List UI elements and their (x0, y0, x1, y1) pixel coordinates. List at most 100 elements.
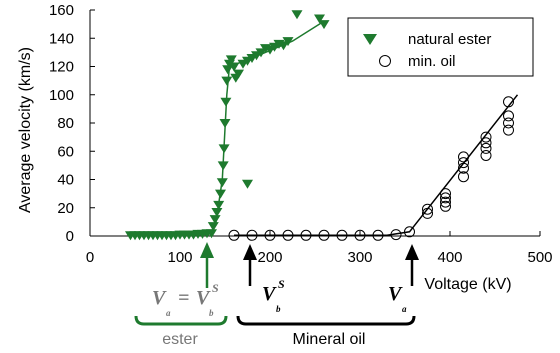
oil-data-point (503, 117, 514, 129)
oil-data-point (480, 142, 492, 154)
ester-vsb-symbol: V (196, 287, 211, 309)
oil-data-point (480, 131, 492, 143)
oil-data-point (480, 150, 492, 161)
ester-data-point (242, 179, 253, 189)
oil-vsb-arrow (243, 244, 257, 286)
ester-data-point (216, 178, 228, 188)
oil-vsb-superscript: S (278, 277, 285, 291)
annotations: V a = V S b V S b V a ester Mineral oil (134, 242, 419, 348)
oil-va-subscript: a (402, 304, 407, 314)
x-tick-label: 500 (527, 249, 552, 266)
x-tick-label: 300 (347, 249, 372, 266)
ester-data-point (314, 14, 325, 24)
oil-data-point (422, 207, 433, 219)
ester-data-point (291, 10, 303, 20)
oil-data-point (458, 171, 469, 183)
oil-data-point (440, 200, 451, 212)
oil-data-point (503, 96, 514, 108)
legend-ester-marker (363, 34, 377, 45)
oil-data-point (422, 203, 433, 215)
ester-va-symbol: V (152, 287, 167, 309)
y-tick-label: 20 (57, 200, 74, 217)
ester-vsb-subscript: b (209, 308, 214, 318)
tick-labels: 0 20 40 60 80 100 120 140 160 0 100 200 300 400 500 (49, 2, 553, 266)
y-tick-label: 60 (57, 143, 74, 160)
oil-data-point (318, 229, 330, 241)
ester-data-point (222, 65, 234, 75)
ester-data-point (209, 215, 221, 225)
x-axis-label: Voltage (kV) (424, 276, 511, 293)
oil-data-point (480, 137, 492, 149)
y-tick-label: 0 (66, 228, 74, 245)
oil-va-label: V a (388, 283, 407, 314)
ester-data-point (206, 229, 217, 239)
oil-data-point (458, 157, 469, 169)
oil-data-point (440, 196, 451, 208)
oil-data-point (336, 229, 348, 241)
ester-vsb-superscript: S (212, 281, 219, 295)
oil-data-point (300, 229, 312, 241)
ester-data-point (213, 200, 225, 210)
oil-data-point (354, 229, 366, 241)
legend-oil-marker (379, 55, 391, 67)
ester-data-point (218, 144, 230, 154)
data-points (125, 10, 514, 241)
ester-data-point (228, 62, 240, 72)
oil-data-point (246, 229, 258, 241)
ester-bracket (134, 315, 228, 326)
oil-va-arrow (405, 244, 419, 286)
y-axis-label: Average velocity (km/s) (17, 47, 34, 213)
y-tick-label: 120 (49, 59, 74, 76)
legend-box (347, 17, 534, 77)
oil-data-point (458, 151, 469, 163)
oil-data-point (458, 162, 469, 174)
ester-data-point (215, 189, 226, 199)
oil-vsb-label: V S b (262, 277, 285, 314)
ester-data-point (221, 76, 233, 86)
oil-data-point (282, 229, 294, 241)
x-tick-label: 400 (437, 249, 462, 266)
legend-oil-label: min. oil (408, 53, 456, 70)
ester-fit-line (130, 20, 325, 237)
oil-data-point (372, 229, 384, 241)
ester-data-point (282, 37, 294, 47)
x-tick-label: 200 (257, 249, 282, 266)
x-tick-label: 0 (86, 249, 94, 266)
oil-data-point (390, 229, 402, 241)
y-tick-label: 40 (57, 172, 74, 189)
oil-data-point (404, 226, 415, 238)
x-tick-label: 100 (167, 249, 192, 266)
ester-data-point (219, 119, 231, 128)
ester-data-point (255, 48, 267, 58)
oil-data-point (440, 188, 451, 200)
ester-data-point (233, 69, 244, 79)
y-tick-label: 100 (49, 87, 74, 104)
ester-threshold-label: V a = V S b (152, 281, 219, 318)
oil-bracket (236, 315, 416, 326)
oil-group-label: Mineral oil (293, 331, 366, 348)
ester-data-point (211, 208, 223, 217)
oil-vsb-symbol: V (262, 283, 277, 305)
legend: natural ester min. oil (347, 17, 534, 77)
oil-data-point (440, 192, 451, 204)
ester-equals-sign: = (178, 287, 189, 309)
oil-data-point (503, 124, 514, 136)
ester-va-subscript: a (166, 308, 171, 318)
ester-data-point (207, 222, 219, 232)
oil-data-point (264, 229, 276, 241)
ester-data-point (217, 161, 229, 171)
y-tick-label: 80 (57, 115, 74, 132)
oil-data-point (503, 110, 514, 122)
ester-group-label: ester (162, 331, 198, 348)
oil-va-symbol: V (388, 283, 403, 305)
ester-data-point (278, 41, 289, 51)
ester-data-point (318, 20, 330, 30)
ester-threshold-arrow (200, 242, 214, 288)
legend-ester-label: natural ester (408, 31, 491, 48)
ester-data-point (225, 55, 237, 65)
y-tick-label: 140 (49, 30, 74, 47)
oil-vsb-subscript: b (276, 304, 281, 314)
oil-fit-line (234, 94, 519, 237)
oil-data-point (228, 229, 240, 241)
